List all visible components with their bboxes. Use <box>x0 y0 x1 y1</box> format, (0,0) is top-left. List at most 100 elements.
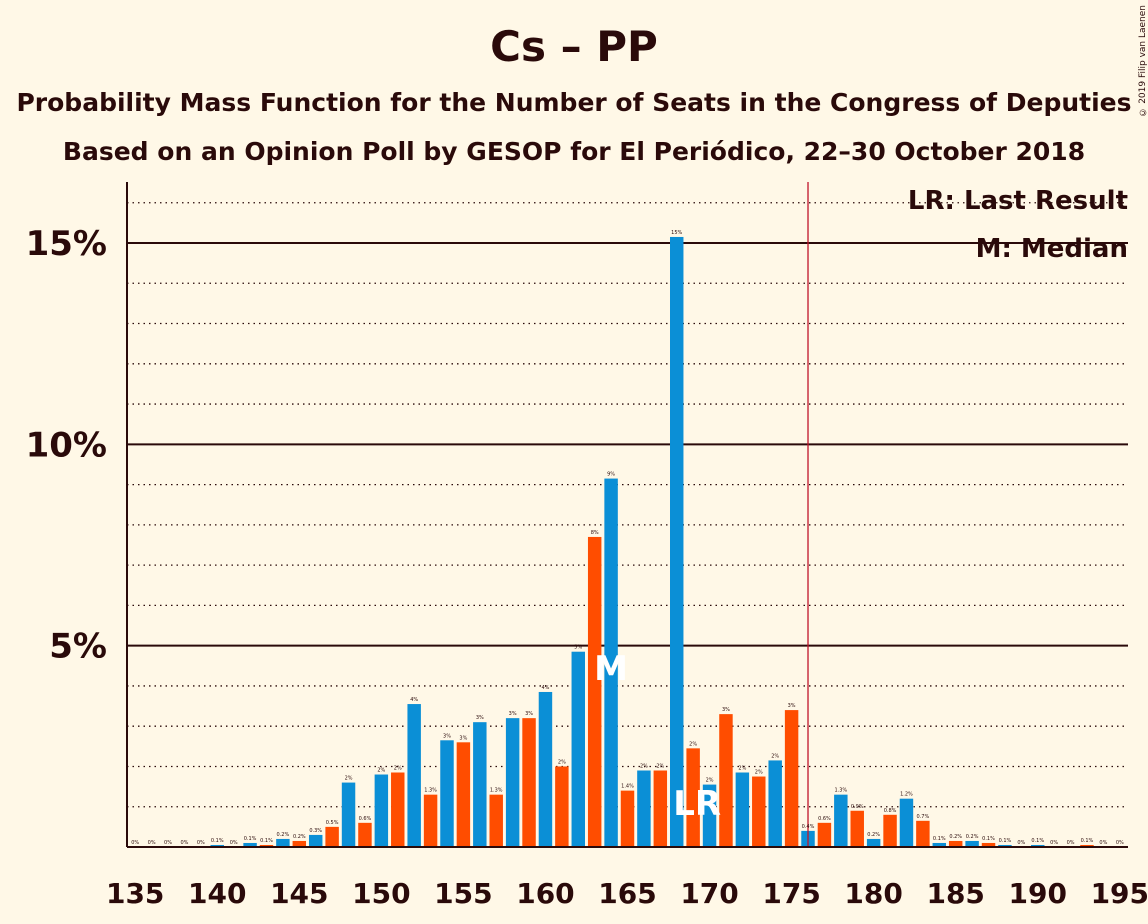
x-tick-label: 185 <box>926 877 984 910</box>
data-label-174: 2% <box>771 753 779 759</box>
bar-160 <box>538 691 553 847</box>
data-label-148: 2% <box>345 776 353 782</box>
bar-166 <box>637 770 651 847</box>
data-label-173: 2% <box>755 770 763 776</box>
data-label-187: 0.1% <box>982 836 995 842</box>
data-labels-group: 0% 0% 0% 0% 0% 0.1% 0%0.1% 0.1%0.2% 0.2%0.3%0.5%… <box>131 230 1124 846</box>
data-label-178: 1.3% <box>834 788 847 794</box>
data-label-141: 0% <box>230 840 238 846</box>
data-label-186: 0.2% <box>966 834 979 840</box>
legend-last-result: LR: Last Result <box>908 186 1128 216</box>
bar-177 <box>817 822 832 847</box>
bar-144 <box>276 838 290 847</box>
data-label-163: 8% <box>591 530 599 536</box>
bar-158 <box>505 718 520 847</box>
bar-170 <box>702 784 717 847</box>
data-label-157: 1.3% <box>490 788 503 794</box>
bar-184 <box>932 842 947 847</box>
data-label-172: 2% <box>738 766 746 772</box>
bar-171 <box>719 714 733 847</box>
data-label-144: 0.2% <box>277 832 290 838</box>
bar-159 <box>522 718 536 847</box>
data-label-158: 3% <box>509 711 517 717</box>
data-label-153: 1.3% <box>424 788 437 794</box>
bar-183 <box>916 820 930 847</box>
bar-147 <box>325 826 339 847</box>
x-tick-label: 175 <box>762 877 820 910</box>
data-label-149: 0.6% <box>359 816 372 822</box>
bar-143 <box>259 844 274 847</box>
x-tick-label: 155 <box>434 877 492 910</box>
data-label-138: 0% <box>180 840 188 846</box>
bar-182 <box>899 798 914 847</box>
bar-164 <box>604 478 618 847</box>
bar-185 <box>948 840 963 847</box>
x-tick-label: 165 <box>598 877 656 910</box>
data-label-152: 4% <box>410 697 418 703</box>
data-label-171: 3% <box>722 707 730 713</box>
bar-169 <box>686 748 700 847</box>
bar-163 <box>587 536 602 847</box>
bar-188 <box>998 844 1012 847</box>
bar-180 <box>866 838 881 847</box>
data-label-151: 2% <box>394 766 402 772</box>
data-label-164: 9% <box>607 472 615 478</box>
x-tick-label: 190 <box>1009 877 1067 910</box>
bar-186 <box>965 840 979 847</box>
x-tick-label: 135 <box>106 877 164 910</box>
bar-181 <box>883 814 897 847</box>
data-label-190: 0.1% <box>1031 838 1044 844</box>
bar-157 <box>489 794 503 847</box>
bar-173 <box>752 776 766 847</box>
data-label-135: 0% <box>131 840 139 846</box>
data-label-194: 0% <box>1099 840 1107 846</box>
bar-172 <box>735 772 750 847</box>
bar-161 <box>555 766 569 847</box>
data-label-183: 0.7% <box>917 814 930 820</box>
bar-178 <box>834 794 848 847</box>
data-label-175: 3% <box>788 703 796 709</box>
data-label-145: 0.2% <box>293 834 306 840</box>
chart-subtitle-1: Probability Mass Function for the Number… <box>16 88 1132 117</box>
data-label-161: 2% <box>558 759 566 765</box>
bar-162 <box>571 651 585 847</box>
grid-lines <box>127 202 1128 808</box>
data-label-188: 0.1% <box>999 838 1012 844</box>
bar-190 <box>1031 844 1045 847</box>
data-label-195: 0% <box>1116 840 1124 846</box>
data-label-166: 2% <box>640 763 648 769</box>
data-label-179: 0.9% <box>851 804 864 810</box>
bar-146 <box>308 834 323 847</box>
bar-154 <box>440 740 454 847</box>
last-result-marker: LR <box>673 784 721 824</box>
y-tick-label: 5% <box>49 627 107 667</box>
data-label-169: 2% <box>689 741 697 747</box>
legend-median: M: Median <box>976 234 1128 264</box>
data-label-191: 0% <box>1050 840 1058 846</box>
x-tick-label: 160 <box>516 877 574 910</box>
data-label-176: 0.4% <box>802 824 815 830</box>
data-label-159: 3% <box>525 711 533 717</box>
data-label-193: 0.1% <box>1081 838 1094 844</box>
bar-167 <box>653 770 668 847</box>
bars-group <box>210 182 1094 847</box>
data-label-181: 0.8% <box>884 808 897 814</box>
data-label-139: 0% <box>197 840 205 846</box>
x-tick-label: 170 <box>680 877 738 910</box>
chart-title: Cs – PP <box>490 22 658 71</box>
bar-140 <box>210 844 224 847</box>
data-label-143: 0.1% <box>260 838 273 844</box>
bar-155 <box>456 742 471 847</box>
data-label-142: 0.1% <box>244 836 257 842</box>
data-label-180: 0.2% <box>867 832 880 838</box>
data-label-146: 0.3% <box>309 828 322 834</box>
data-label-150: 2% <box>377 768 385 774</box>
data-label-160: 4% <box>541 685 549 691</box>
data-label-154: 3% <box>443 733 451 739</box>
bar-148 <box>341 782 356 847</box>
x-tick-label: 150 <box>352 877 410 910</box>
bar-153 <box>423 794 438 847</box>
data-label-147: 0.5% <box>326 820 339 826</box>
data-label-165: 1.4% <box>621 784 634 790</box>
